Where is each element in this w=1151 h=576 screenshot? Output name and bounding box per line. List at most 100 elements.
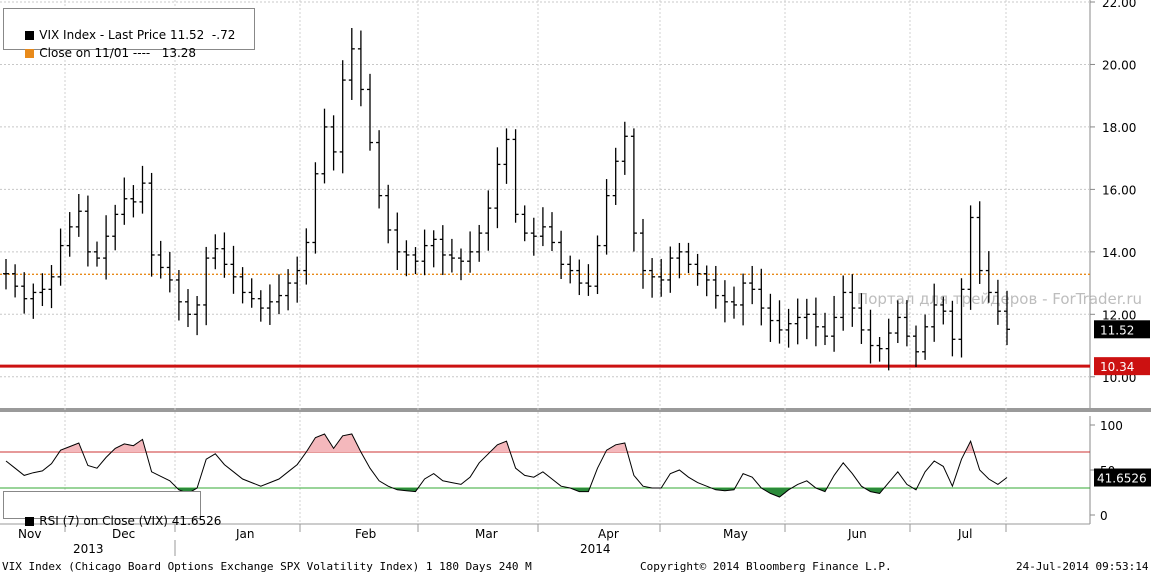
price-bar: [567, 255, 574, 284]
price-bar: [776, 300, 783, 344]
price-bar: [348, 28, 355, 100]
price-bar: [367, 73, 373, 151]
price-bar: [139, 165, 146, 214]
price-bar: [894, 300, 901, 344]
price-bar: [185, 289, 191, 328]
price-bar: [439, 225, 446, 276]
price-bar: [712, 265, 719, 309]
month-tick-label: Jun: [847, 527, 867, 541]
price-bar: [731, 286, 737, 319]
price-bar: [694, 253, 701, 286]
price-badge: [1094, 320, 1150, 339]
month-tick-label: May: [723, 527, 748, 541]
month-tick-label: Nov: [18, 527, 41, 541]
price-bar: [603, 179, 610, 255]
legend-rsi-label: RSI (7) on Close (VIX) 41.6526: [39, 514, 222, 528]
price-bar: [257, 290, 264, 322]
price-bar: [339, 60, 346, 174]
price-tick-label: 12.00: [1102, 308, 1136, 322]
price-bar: [94, 241, 100, 267]
price-bar: [230, 245, 237, 294]
footer-center: Copyright© 2014 Bloomberg Finance L.P.: [640, 560, 892, 573]
price-bar: [849, 274, 856, 327]
price-badge-label: 10.34: [1100, 360, 1134, 374]
price-bar: [494, 147, 501, 229]
price-bar: [321, 108, 328, 184]
price-bar: [312, 162, 319, 254]
price-bar: [276, 274, 282, 315]
price-badge-label: 11.52: [1100, 323, 1134, 337]
price-bar: [922, 314, 929, 360]
price-bar: [1004, 290, 1010, 346]
rsi-tick-label: 0: [1100, 509, 1108, 523]
price-bar: [640, 218, 646, 289]
price-bar: [685, 242, 692, 274]
price-bar: [703, 265, 710, 297]
price-bar: [949, 300, 956, 357]
price-bar: [831, 295, 838, 352]
price-bar: [503, 128, 510, 184]
footer-left: VIX Index (Chicago Board Options Exchang…: [2, 560, 532, 573]
price-bar: [485, 190, 492, 251]
price-bar: [84, 195, 91, 267]
price-bar: [148, 172, 155, 277]
price-bar: [12, 264, 19, 298]
price-bar: [931, 283, 938, 342]
price-bar: [621, 121, 628, 175]
price-tick-label: 16.00: [1102, 183, 1136, 197]
price-bar: [903, 300, 910, 347]
price-bar: [558, 230, 565, 280]
price-bar: [57, 228, 64, 286]
price-bar: [530, 217, 537, 256]
footer-right: 24-Jul-2014 09:53:14: [1016, 560, 1149, 573]
price-tick-label: 20.00: [1102, 58, 1136, 72]
rsi-badge-label: 41.6526: [1097, 472, 1147, 486]
price-bar: [103, 215, 110, 280]
price-tick-label: 18.00: [1102, 121, 1136, 135]
price-swatch-icon: [25, 31, 35, 40]
price-bar: [803, 298, 810, 340]
price-bar: [985, 251, 992, 303]
price-bar: [166, 251, 173, 293]
price-bar: [30, 283, 37, 319]
legend-close-label: Close on 11/01 ---- 13.28: [39, 46, 197, 60]
price-bar: [212, 234, 219, 270]
price-badge: [1094, 357, 1150, 376]
price-bar: [976, 201, 983, 284]
price-bar: [412, 247, 419, 275]
price-bar: [721, 280, 728, 323]
year-label: 2013: [73, 542, 104, 556]
month-tick-label: Feb: [355, 527, 376, 541]
price-bar: [649, 258, 656, 298]
legend-price-label: VIX Index - Last Price 11.52 -.72: [39, 28, 236, 42]
price-bar: [121, 177, 128, 225]
month-tick-label: Jul: [957, 527, 972, 541]
rsi-badge: [1094, 468, 1151, 487]
month-tick-label: Jan: [235, 527, 255, 541]
price-bar: [612, 147, 619, 205]
price-bar: [767, 293, 774, 342]
price-bar: [175, 269, 182, 321]
price-bar: [48, 265, 55, 309]
price-bar: [749, 265, 756, 305]
price-bar: [285, 269, 292, 311]
price-bar: [549, 212, 555, 252]
price-bar: [958, 278, 965, 358]
price-bar: [3, 259, 9, 290]
price-bar: [357, 30, 364, 107]
price-bar: [885, 318, 892, 371]
price-bar: [394, 212, 401, 271]
price-bar: [594, 235, 601, 295]
price-bar: [403, 240, 410, 277]
price-bar: [294, 256, 301, 303]
price-bar: [967, 205, 974, 310]
price-bar: [822, 312, 828, 346]
price-bar: [39, 273, 46, 307]
price-bar: [867, 309, 874, 364]
price-bar: [794, 298, 801, 345]
price-bar: [330, 115, 337, 171]
price-bar: [21, 272, 28, 314]
month-tick-label: Apr: [598, 527, 619, 541]
price-bar: [676, 242, 683, 279]
price-bar: [130, 185, 137, 218]
